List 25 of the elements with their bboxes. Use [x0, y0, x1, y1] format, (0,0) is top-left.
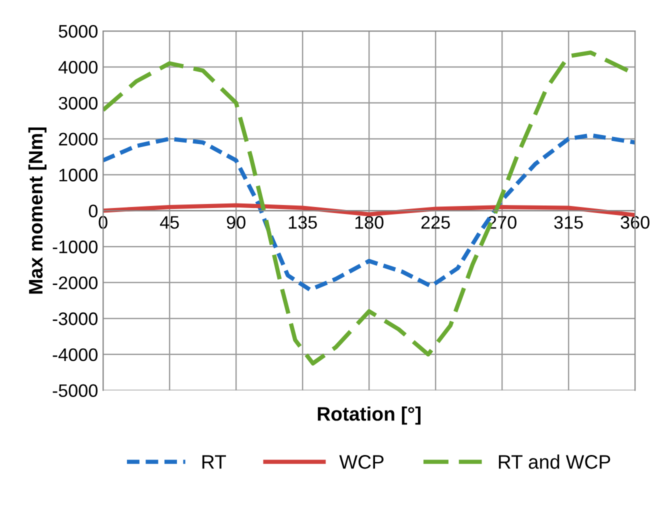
x-tick-label: 225 — [421, 216, 450, 229]
y-tick-label: 0 — [88, 204, 98, 218]
y-tick-label: -1000 — [52, 240, 98, 254]
x-tick-label: 90 — [226, 216, 246, 229]
y-tick-label: -2000 — [52, 276, 98, 290]
y-tick-label: 3000 — [58, 96, 98, 110]
y-tick-label: 1000 — [59, 168, 98, 182]
y-tick-label: 4000 — [58, 60, 98, 74]
x-tick-label: 180 — [355, 216, 384, 229]
legend-label: RT and WCP — [498, 454, 610, 469]
line-series — [103, 203, 636, 218]
x-tick-label: 0 — [98, 216, 108, 229]
legend-label: WCP — [339, 455, 384, 469]
y-tick-label: 5000 — [58, 24, 98, 38]
y-axis-title: Max moment [Nm] — [28, 128, 46, 294]
x-tick-label: 315 — [554, 216, 583, 229]
legend-label: RT — [202, 455, 226, 469]
x-tick-label: 45 — [160, 216, 179, 229]
y-tick-label: 2000 — [58, 132, 98, 146]
x-axis-title: Rotation [°] — [318, 406, 420, 425]
x-tick-label: 135 — [288, 216, 317, 229]
y-tick-label: -4000 — [52, 348, 98, 362]
y-tick-label: -5000 — [52, 384, 98, 398]
x-tick-label: 360 — [620, 216, 650, 229]
y-tick-label: -3000 — [52, 312, 98, 326]
